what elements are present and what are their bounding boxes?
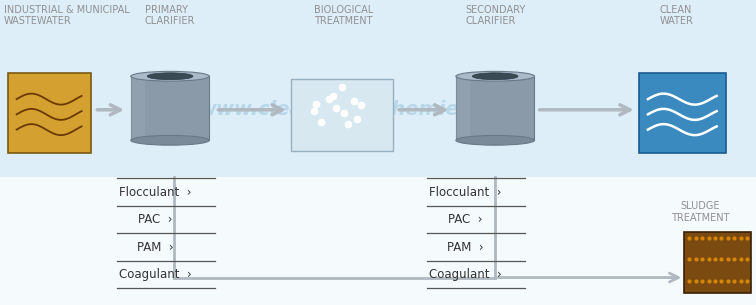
Text: www.cleanwaterchemie.com: www.cleanwaterchemie.com (199, 100, 512, 119)
Text: PAM  ›: PAM › (137, 241, 173, 253)
FancyBboxPatch shape (291, 79, 393, 151)
FancyBboxPatch shape (684, 232, 751, 293)
Text: PAC  ›: PAC › (138, 213, 172, 226)
FancyBboxPatch shape (131, 76, 144, 140)
Text: PAM  ›: PAM › (447, 241, 483, 253)
Text: INDUSTRIAL & MUNICIPAL
WASTEWATER: INDUSTRIAL & MUNICIPAL WASTEWATER (4, 5, 129, 26)
Ellipse shape (456, 135, 534, 145)
Text: CLEAN
WATER: CLEAN WATER (660, 5, 693, 26)
FancyBboxPatch shape (456, 76, 534, 140)
Ellipse shape (472, 73, 518, 80)
Text: PRIMARY
CLARIFIER: PRIMARY CLARIFIER (145, 5, 195, 26)
Ellipse shape (131, 135, 209, 145)
Text: PAC  ›: PAC › (448, 213, 482, 226)
FancyBboxPatch shape (456, 76, 469, 140)
Ellipse shape (147, 73, 193, 80)
FancyBboxPatch shape (0, 0, 756, 177)
Text: Coagulant  ›: Coagulant › (429, 268, 501, 281)
Ellipse shape (456, 71, 534, 81)
Text: BIOLOGICAL
TREATMENT: BIOLOGICAL TREATMENT (314, 5, 373, 26)
Text: SECONDARY
CLARIFIER: SECONDARY CLARIFIER (465, 5, 525, 26)
FancyBboxPatch shape (131, 76, 209, 140)
Ellipse shape (131, 71, 209, 81)
Text: Flocculant  ›: Flocculant › (119, 186, 191, 199)
FancyBboxPatch shape (8, 73, 91, 152)
FancyBboxPatch shape (639, 73, 726, 152)
Text: SLUDGE
TREATMENT: SLUDGE TREATMENT (671, 201, 730, 223)
Text: Flocculant  ›: Flocculant › (429, 186, 501, 199)
Text: Coagulant  ›: Coagulant › (119, 268, 191, 281)
